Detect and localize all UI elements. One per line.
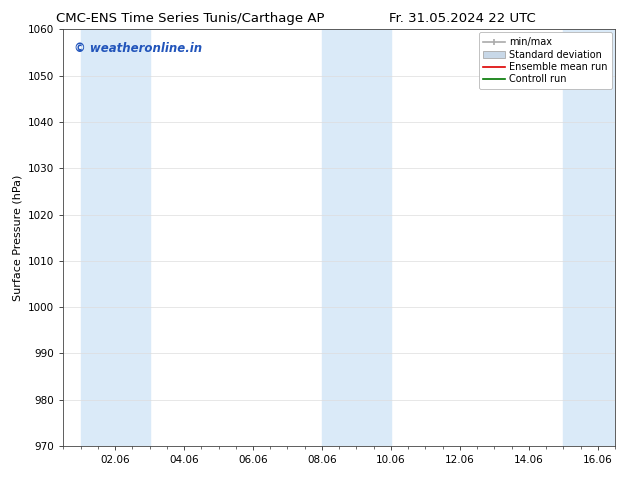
Legend: min/max, Standard deviation, Ensemble mean run, Controll run: min/max, Standard deviation, Ensemble me… [479, 32, 612, 89]
Bar [322, 29, 391, 446]
Bar [563, 29, 615, 446]
Y-axis label: Surface Pressure (hPa): Surface Pressure (hPa) [13, 174, 23, 301]
Text: Fr. 31.05.2024 22 UTC: Fr. 31.05.2024 22 UTC [389, 12, 536, 25]
Text: CMC-ENS Time Series Tunis/Carthage AP: CMC-ENS Time Series Tunis/Carthage AP [56, 12, 325, 25]
Bar [81, 29, 150, 446]
Text: © weatheronline.in: © weatheronline.in [74, 42, 202, 55]
